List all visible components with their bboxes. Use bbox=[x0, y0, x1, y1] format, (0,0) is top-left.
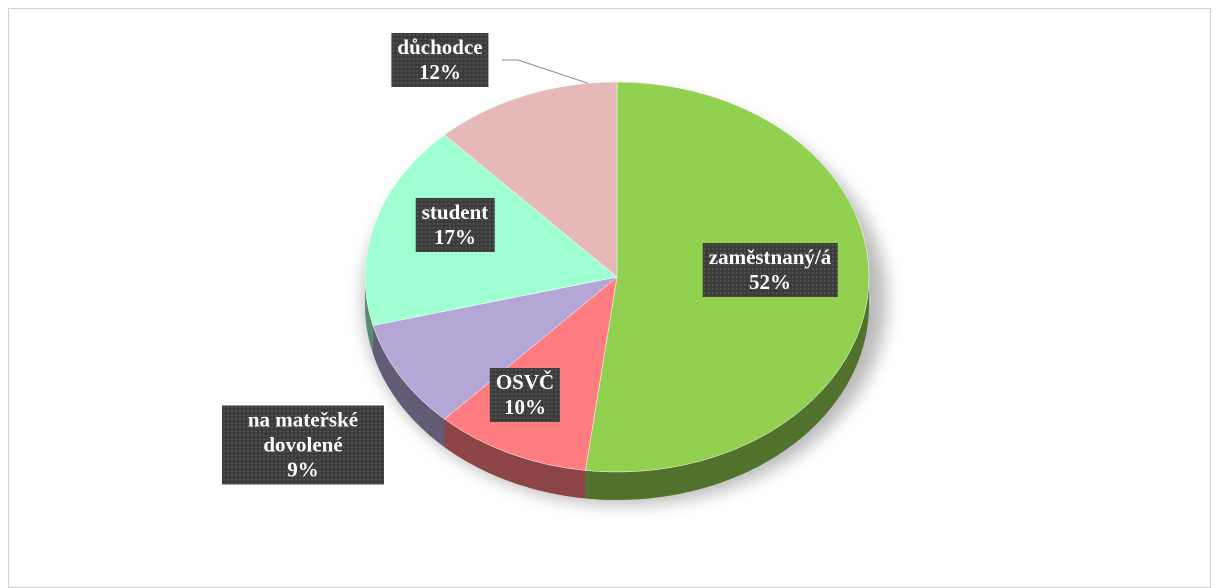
slice bbox=[372, 276, 618, 420]
value-label: 10% bbox=[503, 395, 546, 419]
data-label: OSVČ 10% bbox=[489, 368, 561, 422]
category-label: důchodce bbox=[397, 35, 483, 59]
value-label: 17% bbox=[434, 225, 476, 249]
category-label: student bbox=[421, 200, 489, 224]
data-label: na mateřské dovolené 9% bbox=[222, 405, 384, 485]
slice bbox=[444, 81, 618, 278]
data-label: zaměstnaný/á 52% bbox=[702, 243, 838, 297]
value-label: 52% bbox=[749, 270, 791, 294]
slice-side bbox=[585, 277, 869, 500]
category-label: na mateřské dovolené bbox=[247, 407, 359, 457]
category-label: zaměstnaný/á bbox=[708, 245, 832, 269]
value-label: 12% bbox=[419, 60, 461, 84]
data-label: student 17% bbox=[415, 198, 495, 252]
leader-line bbox=[502, 59, 589, 84]
value-label: 9% bbox=[287, 457, 319, 482]
category-label: OSVČ bbox=[495, 370, 555, 394]
data-label: důchodce 12% bbox=[391, 33, 489, 87]
slice-side bbox=[365, 277, 373, 354]
slice-side bbox=[444, 419, 586, 499]
sides bbox=[365, 277, 869, 500]
slice-side bbox=[372, 325, 445, 448]
